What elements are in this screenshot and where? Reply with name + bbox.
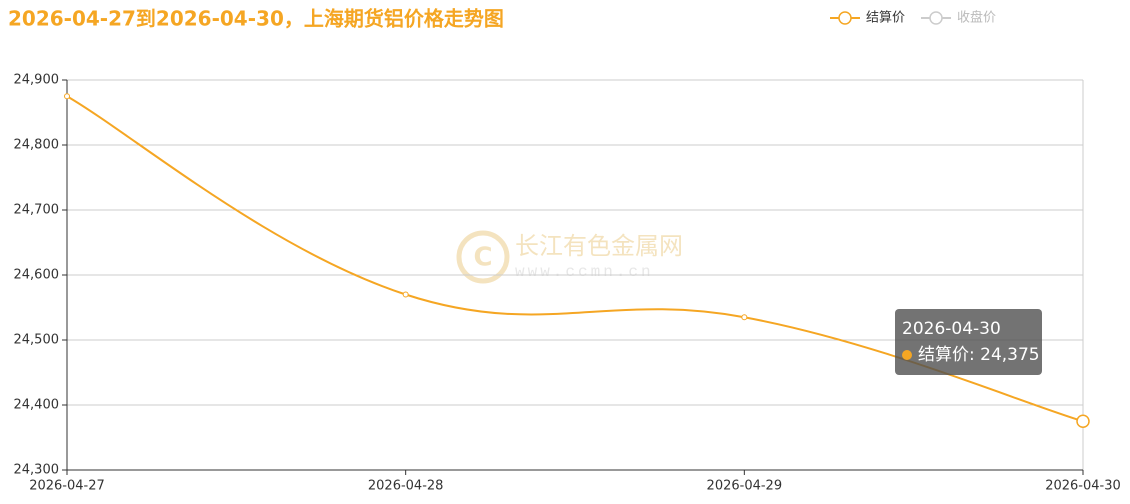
x-tick-label: 2026-04-29 bbox=[707, 479, 783, 494]
watermark-url: www.ccmn.cn bbox=[515, 263, 654, 281]
y-tick-label: 24,500 bbox=[14, 333, 60, 348]
legend-marker bbox=[838, 11, 852, 25]
watermark-logo bbox=[456, 230, 510, 284]
legend-label: 收盘价 bbox=[957, 10, 996, 26]
y-tick-label: 24,400 bbox=[14, 398, 60, 413]
tooltip-title: 2026-04-30 bbox=[902, 319, 1001, 339]
tooltip-dot bbox=[902, 350, 912, 360]
x-tick-label: 2026-04-28 bbox=[368, 479, 444, 494]
y-tick-label: 24,600 bbox=[14, 268, 60, 283]
watermark-logo-letter: C bbox=[473, 243, 492, 273]
point bbox=[1076, 414, 1090, 428]
watermark-name: 长江有色金属网 bbox=[515, 232, 683, 260]
x-tick-label: 2026-04-27 bbox=[29, 479, 105, 494]
point bbox=[402, 291, 409, 298]
legend: 结算价 收盘价 bbox=[830, 10, 996, 26]
tooltip: 2026-04-30 结算价: 24,375 bbox=[895, 309, 1042, 375]
plot-area: 24,300 24,400 24,500 24,600 24,700 24,800 24,9… bbox=[14, 73, 1121, 494]
watermark: C 长江有色金属网 www.ccmn.cn bbox=[456, 230, 683, 284]
y-tick-label: 24,800 bbox=[14, 138, 60, 153]
legend-marker bbox=[929, 11, 943, 25]
tooltip-box bbox=[895, 309, 1042, 375]
y-tick-label: 24,300 bbox=[14, 463, 60, 478]
y-tick-label: 24,700 bbox=[14, 203, 60, 218]
y-tick-label: 24,900 bbox=[14, 73, 60, 88]
point bbox=[64, 93, 70, 100]
chart-title: 2026-04-27到2026-04-30，上海期货铝价格走势图 bbox=[8, 7, 504, 31]
x-tick-label: 2026-04-30 bbox=[1045, 479, 1121, 494]
tooltip-text: 结算价: 24,375 bbox=[918, 345, 1040, 365]
legend-label: 结算价 bbox=[866, 11, 905, 26]
point bbox=[741, 314, 748, 321]
